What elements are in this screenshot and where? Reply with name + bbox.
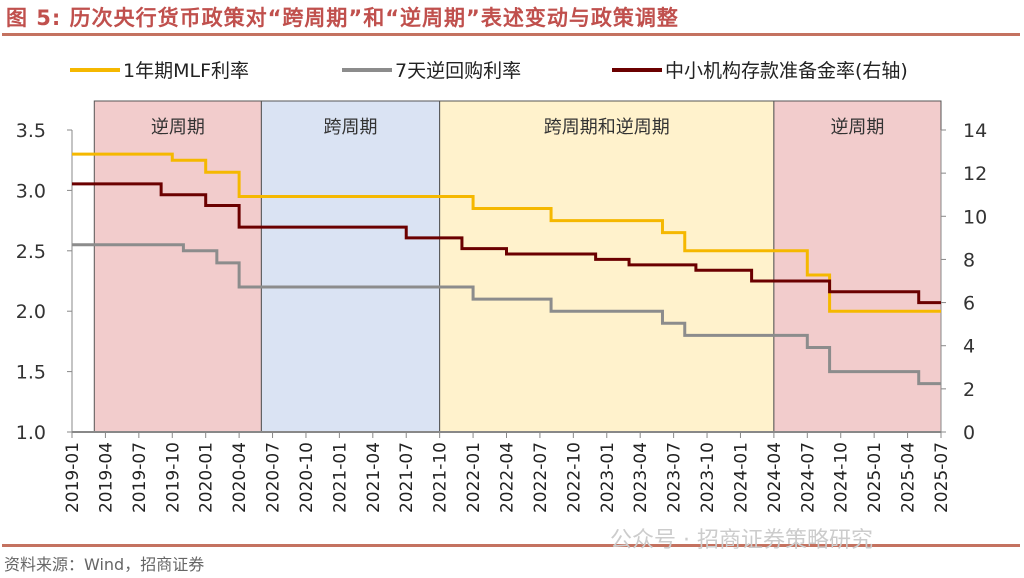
x-tick-label: 2025-01 [865,442,885,513]
x-tick-label: 2021-10 [431,442,451,513]
x-tick-label: 2023-07 [665,442,685,513]
x-tick-label: 2024-10 [832,442,852,513]
y-right-tick-label: 6 [963,293,975,315]
x-tick-label: 2019-01 [63,442,83,513]
x-tick-label: 2025-07 [932,442,952,513]
y-left-tick-label: 3.0 [16,180,46,202]
y-right-tick-label: 14 [963,120,987,142]
y-left-tick-label: 2.5 [16,241,46,263]
y-left-tick-label: 1.5 [16,362,46,384]
x-tick-label: 2019-07 [130,442,150,513]
region-2 [439,100,775,433]
watermark: 公众号 · 招商证券策略研究 [610,528,873,553]
y-right-tick-label: 0 [963,422,975,444]
x-tick-label: 2020-04 [230,442,250,513]
y-left-tick-label: 1.0 [16,422,46,444]
x-tick-label: 2024-07 [798,442,818,513]
x-tick-label: 2022-01 [464,442,484,513]
x-tick-label: 2023-04 [631,442,651,513]
x-tick-label: 2021-04 [364,442,384,513]
region-label: 逆周期 [830,117,884,138]
x-tick-label: 2019-10 [163,442,183,513]
region-label: 跨周期 [324,117,378,138]
region-label: 跨周期和逆周期 [544,117,670,138]
x-tick-label: 2020-01 [197,442,217,513]
region-0 [93,100,262,433]
region-1 [260,100,441,433]
x-tick-label: 2020-10 [297,442,317,513]
x-tick-label: 2022-10 [564,442,584,513]
x-tick-label: 2022-04 [498,442,518,513]
y-right-tick-label: 12 [963,163,987,185]
x-tick-label: 2024-04 [765,442,785,513]
y-right-tick-label: 2 [963,379,975,401]
series-line-2 [72,182,941,305]
x-tick-label: 2025-04 [899,442,919,513]
x-tick-label: 2021-07 [397,442,417,513]
x-tick-label: 2019-04 [96,442,116,513]
y-left-tick-label: 2.0 [16,301,46,323]
figure-title: 图 5: 历次央行货币政策对“跨周期”和“逆周期”表述变动与政策调整 [6,6,679,30]
title-divider [2,33,1020,36]
series-line-1 [72,243,941,386]
y-right-tick-label: 4 [963,336,975,358]
legend-label: 7天逆回购利率 [395,60,521,82]
region-3 [773,100,942,433]
source-note: 资料来源：Wind，招商证券 [4,555,205,574]
y-right-tick-label: 10 [963,206,987,228]
x-tick-label: 2023-01 [598,442,618,513]
x-tick-label: 2024-01 [731,442,751,513]
y-left-tick-label: 3.5 [16,120,46,142]
series-line-0 [72,152,941,313]
footer-divider [2,544,1020,547]
x-tick-label: 2020-07 [264,442,284,513]
x-tick-label: 2021-01 [330,442,350,513]
legend-label: 1年期MLF利率 [123,60,249,82]
x-tick-label: 2023-10 [698,442,718,513]
x-tick-label: 2022-07 [531,442,551,513]
y-right-tick-label: 8 [963,249,975,271]
region-label: 逆周期 [151,117,205,138]
legend-label: 中小机构存款准备金率(右轴) [665,60,908,82]
